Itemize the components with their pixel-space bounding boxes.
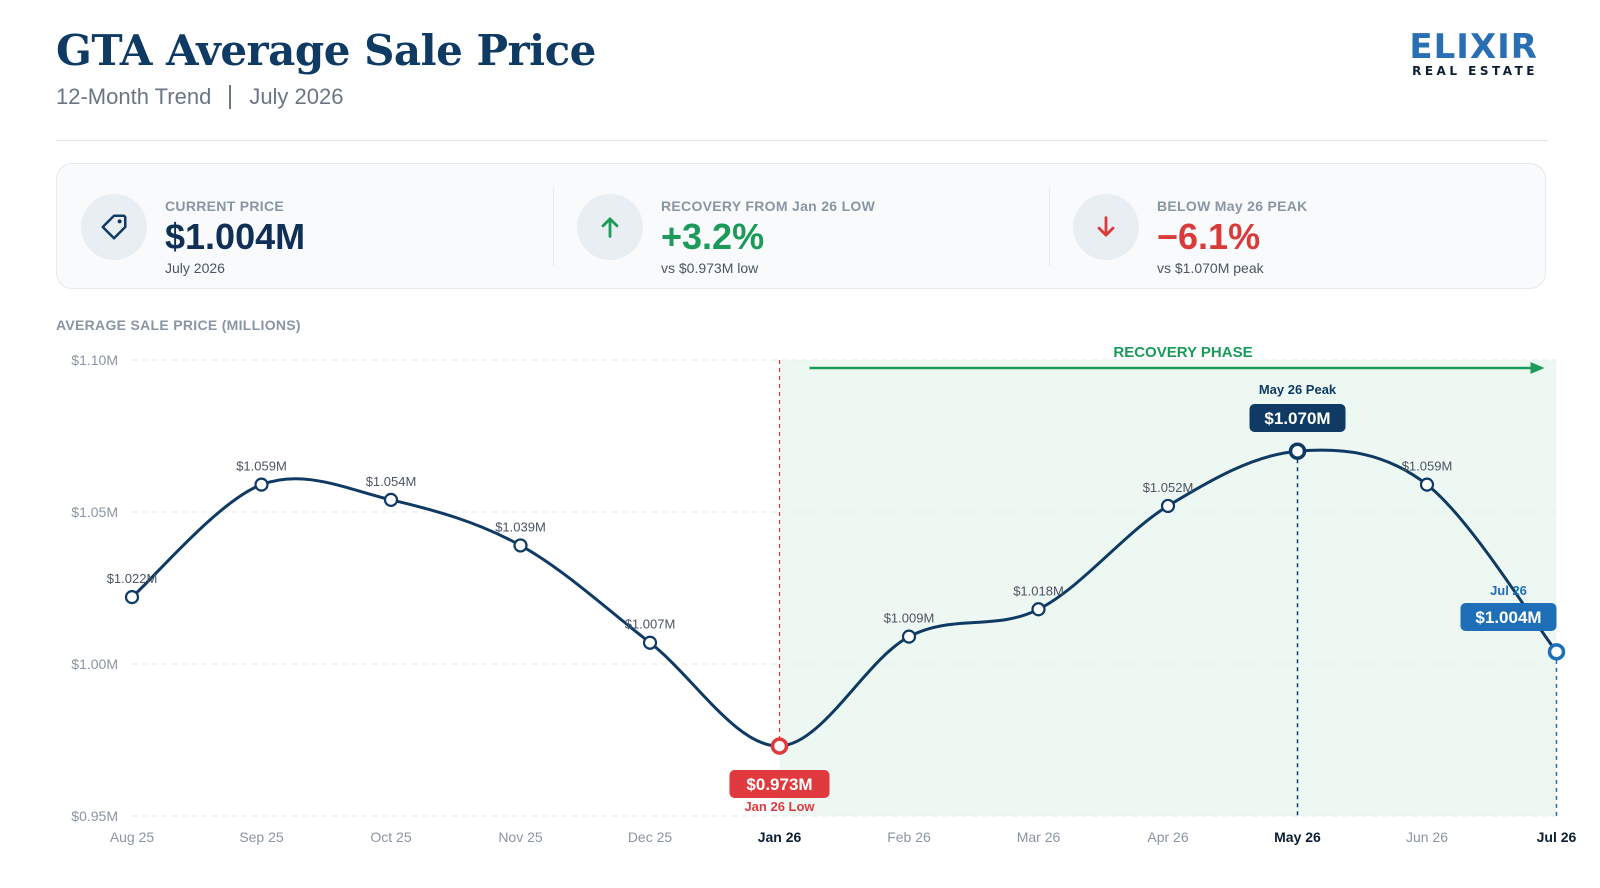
y-tick-label: $0.95M (71, 808, 118, 824)
data-point (1288, 442, 1307, 460)
kpi-label: CURRENT PRICE (165, 198, 285, 214)
data-label: $1.052M (1143, 480, 1194, 495)
current-badge (1460, 603, 1557, 631)
x-tick-label: Nov 25 (498, 829, 543, 845)
data-label: $1.059M (1402, 459, 1453, 474)
page-title: GTA Average Sale Price (56, 26, 596, 75)
kpi-subtext: vs $0.973M low (661, 260, 759, 276)
data-label: $1.007M (625, 617, 676, 632)
x-tick-label: Feb 26 (887, 829, 931, 845)
kpi-cards: CURRENT PRICE $1.004M July 2026 RECOVERY… (56, 163, 1546, 289)
data-point (770, 737, 789, 755)
y-tick-label: $1.05M (71, 504, 118, 520)
data-label: $1.054M (366, 474, 417, 489)
data-point (1547, 643, 1566, 661)
low-badge-value: $0.973M (746, 775, 812, 794)
current-caption: Jul 26 (1490, 583, 1527, 598)
x-tick-label: Aug 25 (110, 829, 155, 845)
recovery-arrow-head (1530, 362, 1545, 374)
peak-badge-value: $1.070M (1264, 409, 1330, 428)
price-tag-icon (81, 194, 147, 260)
data-label: $1.018M (1013, 583, 1064, 598)
header-divider (56, 140, 1548, 141)
kpi-label: BELOW May 26 PEAK (1157, 198, 1308, 214)
data-label: $1.009M (884, 611, 935, 626)
data-label: $1.022M (107, 571, 158, 586)
low-badge (729, 770, 830, 798)
kpi-value: +3.2% (661, 216, 765, 257)
current-badge-value: $1.004M (1475, 608, 1541, 627)
page-subtitle: 12-Month Trend July 2026 (56, 84, 344, 110)
data-point (513, 538, 528, 553)
low-caption: Jan 26 Low (744, 799, 815, 814)
data-point (254, 477, 269, 492)
data-point (1031, 602, 1046, 617)
x-tick-label: Sep 25 (239, 829, 284, 845)
y-axis-title: AVERAGE SALE PRICE (MILLIONS) (56, 317, 301, 333)
kpi-subtext: July 2026 (165, 260, 225, 276)
kpi-subtext: vs $1.070M peak (1157, 260, 1264, 276)
logo-tagline: REAL ESTATE (1412, 64, 1538, 78)
kpi-card-current-price: CURRENT PRICE $1.004M July 2026 (57, 164, 553, 288)
brand-logo: ELIXIR REAL ESTATE (1409, 30, 1538, 78)
x-tick-label: Mar 26 (1017, 829, 1061, 845)
x-tick-label: Jan 26 (758, 829, 802, 845)
y-tick-label: $1.10M (71, 352, 118, 368)
data-point (124, 590, 140, 605)
x-tick-label: Jul 26 (1537, 829, 1577, 845)
data-label: $1.059M (236, 459, 287, 474)
kpi-card-recovery: RECOVERY FROM Jan 26 LOW +3.2% vs $0.973… (553, 164, 1049, 288)
subtitle-separator (229, 85, 232, 109)
data-point (642, 635, 658, 650)
kpi-value: −6.1% (1157, 216, 1261, 257)
data-point (1160, 498, 1176, 514)
data-point (1419, 477, 1435, 492)
data-point (383, 492, 399, 507)
kpi-card-below-peak: BELOW May 26 PEAK −6.1% vs $1.070M peak (1049, 164, 1545, 288)
peak-badge (1249, 404, 1346, 432)
subtitle-date: July 2026 (249, 84, 344, 109)
subtitle-trend: 12-Month Trend (56, 84, 212, 109)
x-tick-label: Jun 26 (1406, 829, 1448, 845)
price-series-line (130, 448, 1558, 748)
y-tick-label: $1.00M (71, 656, 118, 672)
arrow-up-icon (577, 194, 643, 260)
x-tick-label: May 26 (1274, 829, 1321, 845)
recovery-phase-region (779, 360, 1557, 816)
x-tick-label: Dec 25 (628, 829, 673, 845)
kpi-value: $1.004M (165, 216, 306, 257)
x-tick-label: Oct 25 (370, 829, 411, 845)
logo-wordmark: ELIXIR (1409, 27, 1538, 67)
recovery-phase-label: RECOVERY PHASE (1113, 344, 1252, 361)
x-tick-label: Apr 26 (1147, 829, 1188, 845)
kpi-label: RECOVERY FROM Jan 26 LOW (661, 198, 876, 214)
data-point (901, 629, 917, 644)
data-label: $1.039M (495, 519, 546, 534)
arrow-down-icon (1073, 194, 1139, 260)
peak-caption: May 26 Peak (1259, 382, 1337, 397)
